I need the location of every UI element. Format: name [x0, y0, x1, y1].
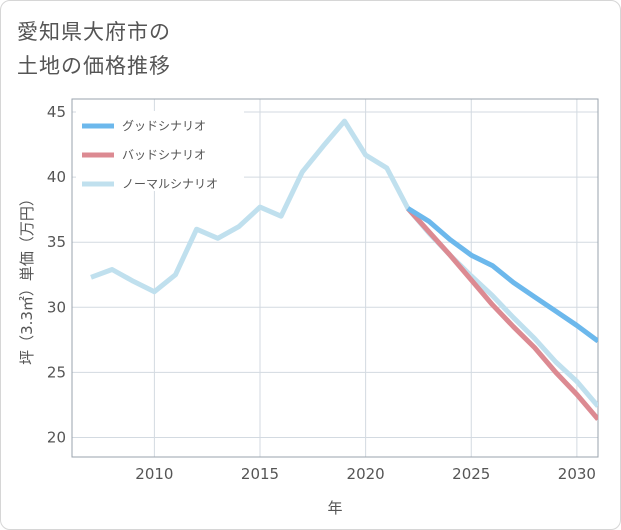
legend-label-bad: バッドシナリオ [122, 148, 206, 162]
series-layer [90, 118, 598, 421]
chart-title-line-2: 土地の価格推移 [17, 54, 171, 78]
series-line-normal [90, 118, 598, 408]
legend-label-normal: ノーマルシナリオ [122, 177, 218, 191]
series-line-good [406, 206, 598, 344]
chart-title-line-1: 愛知県大府市の [17, 20, 171, 44]
y-axis-ticks: 20 25 30 35 40 45 [47, 103, 66, 446]
x-axis-ticks: 2010 2015 2020 2025 2030 [135, 465, 596, 483]
legend-label-good: グッドシナリオ [122, 119, 206, 133]
y-tick-label: 25 [47, 363, 66, 381]
y-tick-label: 20 [47, 428, 66, 446]
x-tick-label: 2020 [347, 465, 385, 483]
y-tick-label: 45 [47, 103, 66, 121]
y-tick-label: 35 [47, 233, 66, 251]
x-tick-label: 2015 [241, 465, 279, 483]
x-tick-label: 2025 [452, 465, 490, 483]
y-axis-title: 坪（3.3㎡）単価（万円） [18, 191, 36, 365]
y-tick-label: 30 [47, 298, 66, 316]
chart-title: 愛知県大府市の 土地の価格推移 [17, 15, 171, 83]
y-tick-label: 40 [47, 168, 66, 186]
x-tick-label: 2030 [558, 465, 596, 483]
series-line-bad [406, 206, 598, 421]
x-axis-title: 年 [327, 499, 342, 517]
x-tick-label: 2010 [135, 465, 173, 483]
plot-area-frame [71, 98, 599, 458]
